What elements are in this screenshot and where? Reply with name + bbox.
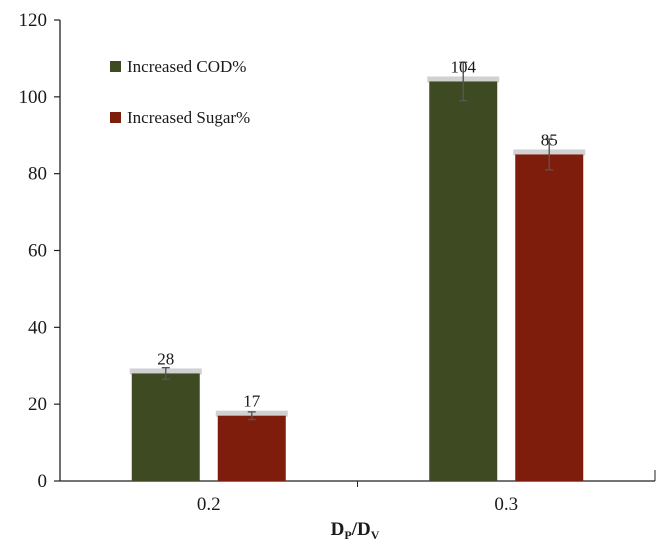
data-labels-group: 28 17 104 85 xyxy=(157,57,558,410)
x-axis-title-sub1: P xyxy=(344,528,351,540)
y-tick-label: 60 xyxy=(28,241,47,262)
legend-label-cod: Increased COD% xyxy=(127,57,246,76)
x-axis-title-main1: D xyxy=(331,519,345,540)
y-tick-label: 0 xyxy=(38,471,48,492)
x-axis-title-sub2: V xyxy=(371,528,380,540)
x-axis-title-main2: D xyxy=(357,519,371,540)
bar xyxy=(429,81,498,481)
y-axis-ticks: 0 20 40 60 80 100 120 xyxy=(19,10,60,492)
x-tick-label: 0.3 xyxy=(494,494,518,515)
y-tick-label: 40 xyxy=(28,317,47,338)
legend-swatch-sugar xyxy=(110,112,121,123)
bars-group xyxy=(129,61,586,482)
data-label: 28 xyxy=(157,349,174,368)
x-axis-ticks: 0.2 0.3 xyxy=(197,481,518,515)
bar xyxy=(515,154,584,482)
legend-swatch-cod xyxy=(110,61,121,72)
data-label: 17 xyxy=(243,392,261,411)
legend: Increased COD% Increased Sugar% xyxy=(110,57,250,127)
x-axis-title-slash: / xyxy=(351,519,358,540)
y-tick-label: 80 xyxy=(28,164,47,185)
legend-label-sugar: Increased Sugar% xyxy=(127,108,250,127)
bar xyxy=(131,373,200,481)
data-label: 85 xyxy=(541,130,558,149)
x-axis-title: DP/DV xyxy=(331,519,380,540)
y-tick-label: 20 xyxy=(28,394,47,415)
y-tick-label: 100 xyxy=(19,87,48,108)
data-label: 104 xyxy=(451,57,477,76)
y-tick-label: 120 xyxy=(19,10,48,31)
bar xyxy=(217,415,286,481)
x-tick-label: 0.2 xyxy=(197,494,221,515)
